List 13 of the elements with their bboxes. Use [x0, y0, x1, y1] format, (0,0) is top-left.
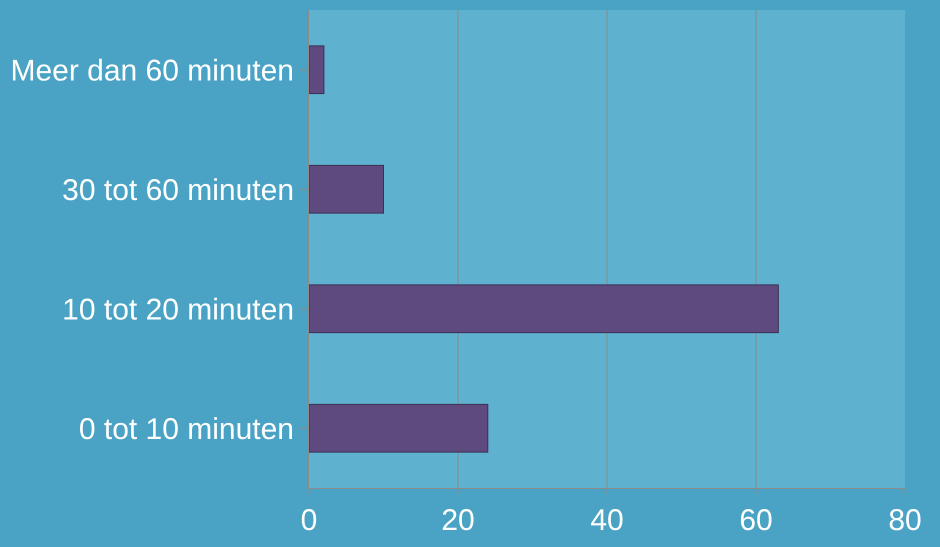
x-tick-label: 0	[300, 504, 318, 537]
y-tick-label: Meer dan 60 minuten	[10, 54, 294, 88]
bar	[309, 284, 779, 334]
x-tick-label: 80	[888, 504, 922, 537]
bar	[309, 45, 324, 94]
y-tick-label: 10 tot 20 minuten	[62, 293, 294, 326]
y-tick-label: 30 tot 60 minuten	[62, 174, 294, 207]
y-tick-label: 0 tot 10 minuten	[78, 412, 294, 446]
x-tick-label: 60	[739, 504, 773, 537]
bar	[309, 164, 384, 214]
x-tick-label: 40	[590, 504, 624, 537]
x-tick-label: 20	[441, 504, 475, 537]
bar	[309, 404, 488, 453]
